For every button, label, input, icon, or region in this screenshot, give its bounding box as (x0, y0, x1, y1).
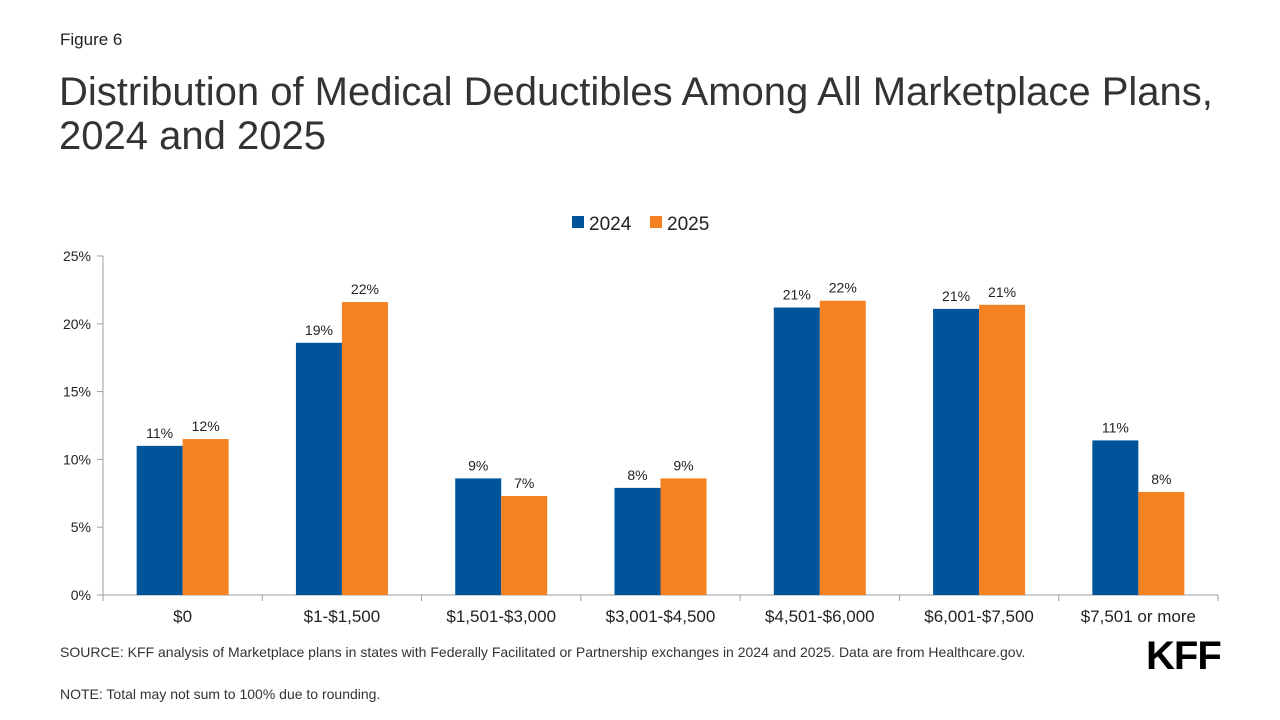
data-label-2024: 11% (146, 425, 173, 441)
legend-swatch-2024 (572, 216, 584, 228)
x-category-label: $1,501-$3,000 (446, 607, 556, 626)
bar-2024 (933, 308, 980, 595)
data-label-2025: 7% (514, 475, 534, 491)
bar-2025 (979, 304, 1026, 595)
data-label-2024: 9% (468, 457, 488, 473)
y-tick-label: 5% (71, 519, 91, 535)
bar-2024 (455, 478, 502, 595)
y-tick-label: 0% (71, 587, 91, 603)
kff-logo: KFF (1146, 634, 1222, 678)
bar-2024 (1092, 440, 1139, 595)
x-category-label: $7,501 or more (1081, 607, 1196, 626)
bars (136, 300, 1185, 595)
data-label-2025: 22% (351, 281, 379, 297)
rounding-note: NOTE: Total may not sum to 100% due to r… (60, 686, 381, 702)
data-label-2025: 12% (192, 418, 220, 434)
x-category-label: $6,001-$7,500 (924, 607, 1034, 626)
y-tick-label: 15% (63, 384, 91, 400)
bar-2025 (341, 302, 388, 595)
bar-2024 (295, 342, 342, 595)
legend: 2024 2025 (572, 214, 709, 235)
data-label-2025: 9% (673, 457, 693, 473)
bar-2025 (819, 300, 866, 595)
data-label-2024: 8% (627, 467, 647, 483)
figure-label: Figure 6 (60, 30, 123, 49)
bar-2024 (614, 487, 661, 595)
source-note: SOURCE: KFF analysis of Marketplace plan… (60, 644, 1026, 660)
x-category-label: $4,501-$6,000 (765, 607, 875, 626)
data-label-2024: 21% (783, 287, 811, 303)
data-label-2025: 21% (988, 284, 1016, 300)
y-tick-label: 20% (63, 316, 91, 332)
x-axis: $0 $1-$1,500 $1,501-$3,000 $3,001-$4,500 $4,… (102, 594, 1219, 626)
legend-swatch-2025 (650, 216, 662, 228)
x-category-label: $3,001-$4,500 (606, 607, 716, 626)
x-category-label: $0 (173, 607, 192, 626)
x-category-label: $1-$1,500 (304, 607, 381, 626)
legend-label-2025: 2025 (667, 214, 709, 235)
data-label-2024: 19% (305, 322, 333, 338)
bar-2025 (1138, 491, 1185, 595)
chart-title: Distribution of Medical Deductibles Amon… (59, 70, 1213, 158)
bar-2024 (136, 445, 183, 595)
legend-label-2024: 2024 (589, 214, 632, 235)
data-label-2024: 21% (942, 288, 970, 304)
bar-2025 (182, 439, 229, 595)
bar-2025 (660, 478, 707, 595)
data-labels: 11% 12% 19% 22% 9% 7% 8% 9% 21% 22% 21% 21% 11% 8% (146, 280, 1171, 491)
data-label-2024: 11% (1102, 419, 1129, 435)
bar-chart: 2024 2025 0% 5% 10% 15% 20% 25% $0 $1-$1,500 $1… (63, 214, 1219, 626)
y-axis: 0% 5% 10% 15% 20% 25% (63, 248, 104, 603)
data-label-2025: 8% (1151, 471, 1171, 487)
y-tick-label: 25% (63, 248, 91, 264)
bar-2024 (773, 307, 820, 595)
y-tick-label: 10% (63, 451, 91, 467)
bar-2025 (501, 496, 548, 595)
data-label-2025: 22% (829, 280, 857, 296)
